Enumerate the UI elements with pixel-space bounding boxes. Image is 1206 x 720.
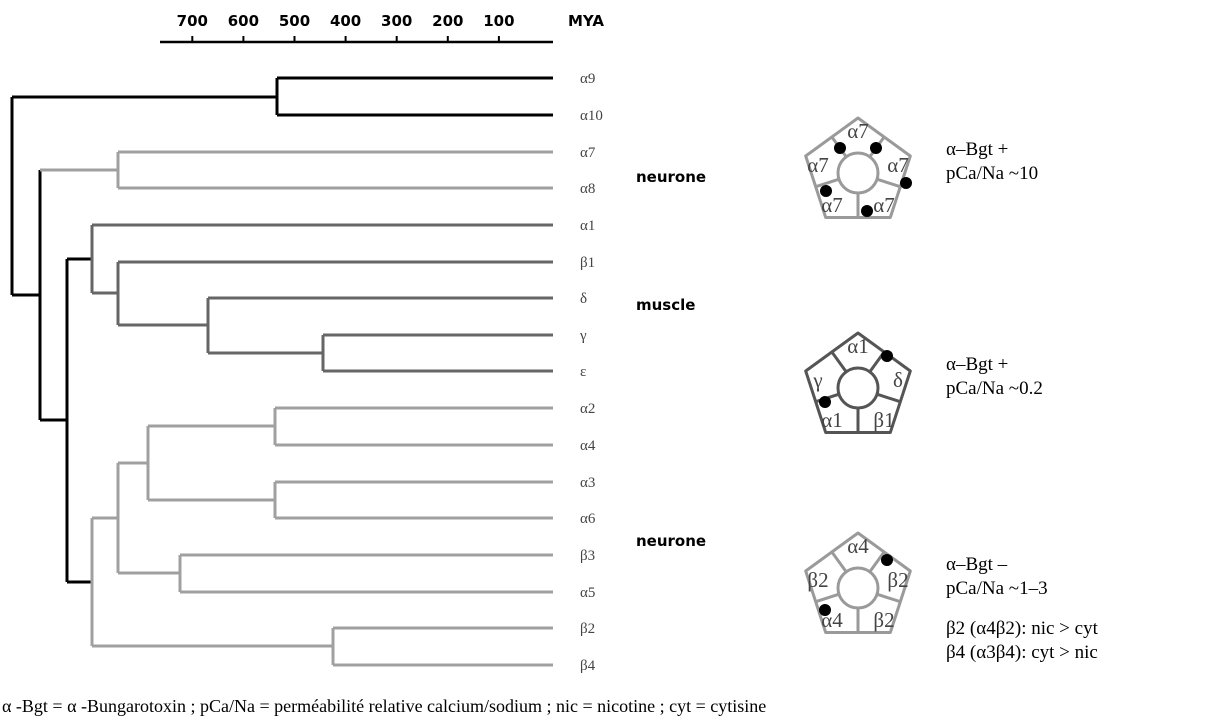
axis-tick-label: 100 — [483, 12, 514, 30]
binding-site — [834, 142, 846, 154]
receptor-pore — [838, 368, 878, 408]
subunit-label: β2 — [873, 608, 894, 632]
binding-site — [819, 396, 831, 408]
receptor: α1 γ δ α1 β1 α–Bgt + pCa/Na ~0.2 — [806, 333, 1043, 433]
subunit-divider — [877, 179, 900, 186]
subunit-label: α1 — [821, 408, 843, 432]
subunit-divider — [816, 594, 839, 601]
receptor-property: pCa/Na ~10 — [946, 163, 1038, 184]
receptor-pore — [838, 568, 878, 608]
subunit-label: γ — [812, 368, 822, 392]
group-label: neurone — [636, 168, 706, 186]
receptor-property: pCa/Na ~1–3 — [946, 578, 1048, 599]
subunit-label: δ — [893, 368, 903, 392]
subunit-label: α1 — [847, 334, 869, 358]
axis-tick-label: 400 — [330, 12, 361, 30]
leaf-label: α9 — [580, 71, 595, 87]
subunit-label: α4 — [847, 534, 869, 558]
group-label: muscle — [636, 296, 695, 314]
subunit-label: α7 — [847, 119, 869, 143]
leaf-label: β2 — [580, 621, 595, 637]
receptor-property: β2 (α4β2): nic > cyt — [946, 618, 1099, 639]
subunit-divider — [877, 394, 900, 401]
subunit-label: β2 — [887, 568, 908, 592]
tree — [12, 78, 553, 665]
axis-unit: MYA — [568, 12, 604, 30]
subunit-label: α7 — [807, 153, 829, 177]
leaf-label: α8 — [580, 181, 595, 197]
leaf-label: ε — [580, 364, 586, 380]
leaf-label: β4 — [580, 658, 596, 674]
leaf-label: α6 — [580, 511, 596, 527]
binding-site — [881, 554, 893, 566]
receptor-property: α–Bgt + — [946, 354, 1008, 375]
leaf-label: β3 — [580, 548, 595, 564]
binding-site — [861, 205, 873, 217]
axis-tick-label: 200 — [432, 12, 463, 30]
diagram: MYA neurone muscle neurone α -Bgt = α -B… — [0, 0, 1206, 720]
leaf-label: α4 — [580, 438, 596, 454]
binding-site — [881, 350, 893, 362]
leaf-label: β1 — [580, 255, 595, 271]
leaf-label: α1 — [580, 218, 595, 234]
binding-site — [820, 185, 832, 197]
leaf-label: α7 — [580, 145, 596, 161]
receptor-property: α–Bgt + — [946, 139, 1008, 160]
subunit-label: α7 — [873, 193, 895, 217]
group-label: neurone — [636, 532, 706, 550]
receptor-property: β4 (α3β4): cyt > nic — [946, 642, 1098, 663]
binding-site — [819, 604, 831, 616]
subunit-divider — [832, 552, 846, 571]
leaf-label: γ — [579, 328, 587, 344]
axis-tick-label: 700 — [177, 12, 208, 30]
leaf-label: α3 — [580, 475, 595, 491]
receptor-property: α–Bgt – — [946, 554, 1008, 575]
binding-site — [870, 142, 882, 154]
subunit-label: β2 — [807, 568, 828, 592]
axis-tick-label: 500 — [279, 12, 310, 30]
binding-site — [900, 177, 912, 189]
footnote: α -Bgt = α -Bungarotoxin ; pCa/Na = perm… — [2, 696, 766, 716]
subunit-label: α7 — [887, 153, 909, 177]
leaf-label: δ — [580, 291, 587, 307]
subunit-label: β1 — [873, 408, 894, 432]
receptor-pore — [838, 153, 878, 193]
subunit-divider — [877, 594, 900, 601]
axis-tick-label: 600 — [228, 12, 259, 30]
axis-tick-label: 300 — [381, 12, 412, 30]
leaf-label: α5 — [580, 585, 595, 601]
leaf-label: α2 — [580, 401, 595, 417]
receptor-property: pCa/Na ~0.2 — [946, 378, 1043, 399]
subunit-divider — [832, 352, 846, 371]
leaf-label: α10 — [580, 108, 603, 124]
